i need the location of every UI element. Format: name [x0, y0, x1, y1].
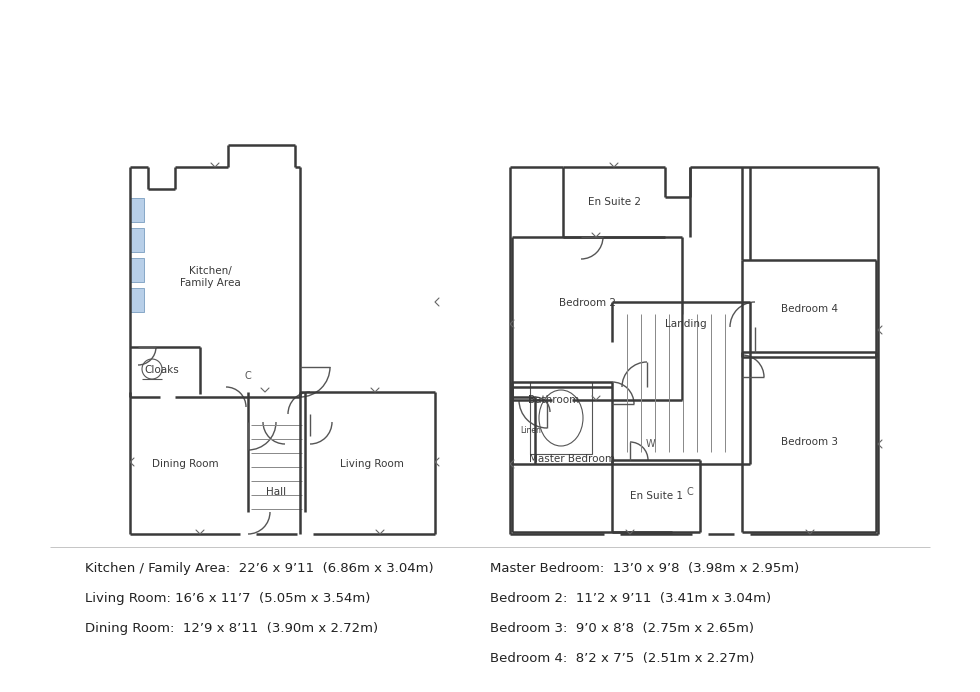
- Bar: [130, 258, 144, 282]
- Text: Living Room: Living Room: [340, 459, 404, 469]
- Text: Master Bedroom:  13’0 x 9’8  (3.98m x 2.95m): Master Bedroom: 13’0 x 9’8 (3.98m x 2.95…: [490, 562, 800, 575]
- Text: Linen: Linen: [520, 426, 541, 435]
- Text: Dining Room:  12’9 x 8’11  (3.90m x 2.72m): Dining Room: 12’9 x 8’11 (3.90m x 2.72m): [85, 622, 378, 635]
- Text: C: C: [687, 487, 694, 497]
- Text: Bedroom 4:  8’2 x 7’5  (2.51m x 2.27m): Bedroom 4: 8’2 x 7’5 (2.51m x 2.27m): [490, 652, 755, 665]
- Text: Hall: Hall: [266, 487, 286, 497]
- Text: Kitchen / Family Area:  22’6 x 9’11  (6.86m x 3.04m): Kitchen / Family Area: 22’6 x 9’11 (6.86…: [85, 562, 433, 575]
- Text: Bedroom 2: Bedroom 2: [559, 298, 615, 309]
- Text: Bathroom: Bathroom: [528, 395, 579, 405]
- Bar: [130, 228, 144, 252]
- Text: Bedroom 3: Bedroom 3: [780, 437, 838, 447]
- Bar: [130, 288, 144, 312]
- Text: En Suite 2: En Suite 2: [587, 197, 641, 207]
- Text: En Suite 1: En Suite 1: [629, 491, 682, 501]
- Text: Bedroom 3:  9’0 x 8’8  (2.75m x 2.65m): Bedroom 3: 9’0 x 8’8 (2.75m x 2.65m): [490, 622, 754, 635]
- Text: C: C: [245, 371, 252, 381]
- Text: Cloaks: Cloaks: [145, 365, 179, 375]
- Text: Kitchen/
Family Area: Kitchen/ Family Area: [179, 266, 240, 288]
- Text: Dining Room: Dining Room: [152, 459, 219, 469]
- Text: Bedroom 2:  11’2 x 9’11  (3.41m x 3.04m): Bedroom 2: 11’2 x 9’11 (3.41m x 3.04m): [490, 592, 771, 605]
- Text: Master Bedroom: Master Bedroom: [529, 455, 615, 464]
- Text: Living Room: 16’6 x 11’7  (5.05m x 3.54m): Living Room: 16’6 x 11’7 (5.05m x 3.54m): [85, 592, 370, 605]
- Text: W: W: [645, 439, 655, 449]
- Text: Landing: Landing: [665, 319, 707, 329]
- Text: Bedroom 4: Bedroom 4: [780, 304, 838, 313]
- Bar: [530, 382, 592, 454]
- Bar: [130, 198, 144, 222]
